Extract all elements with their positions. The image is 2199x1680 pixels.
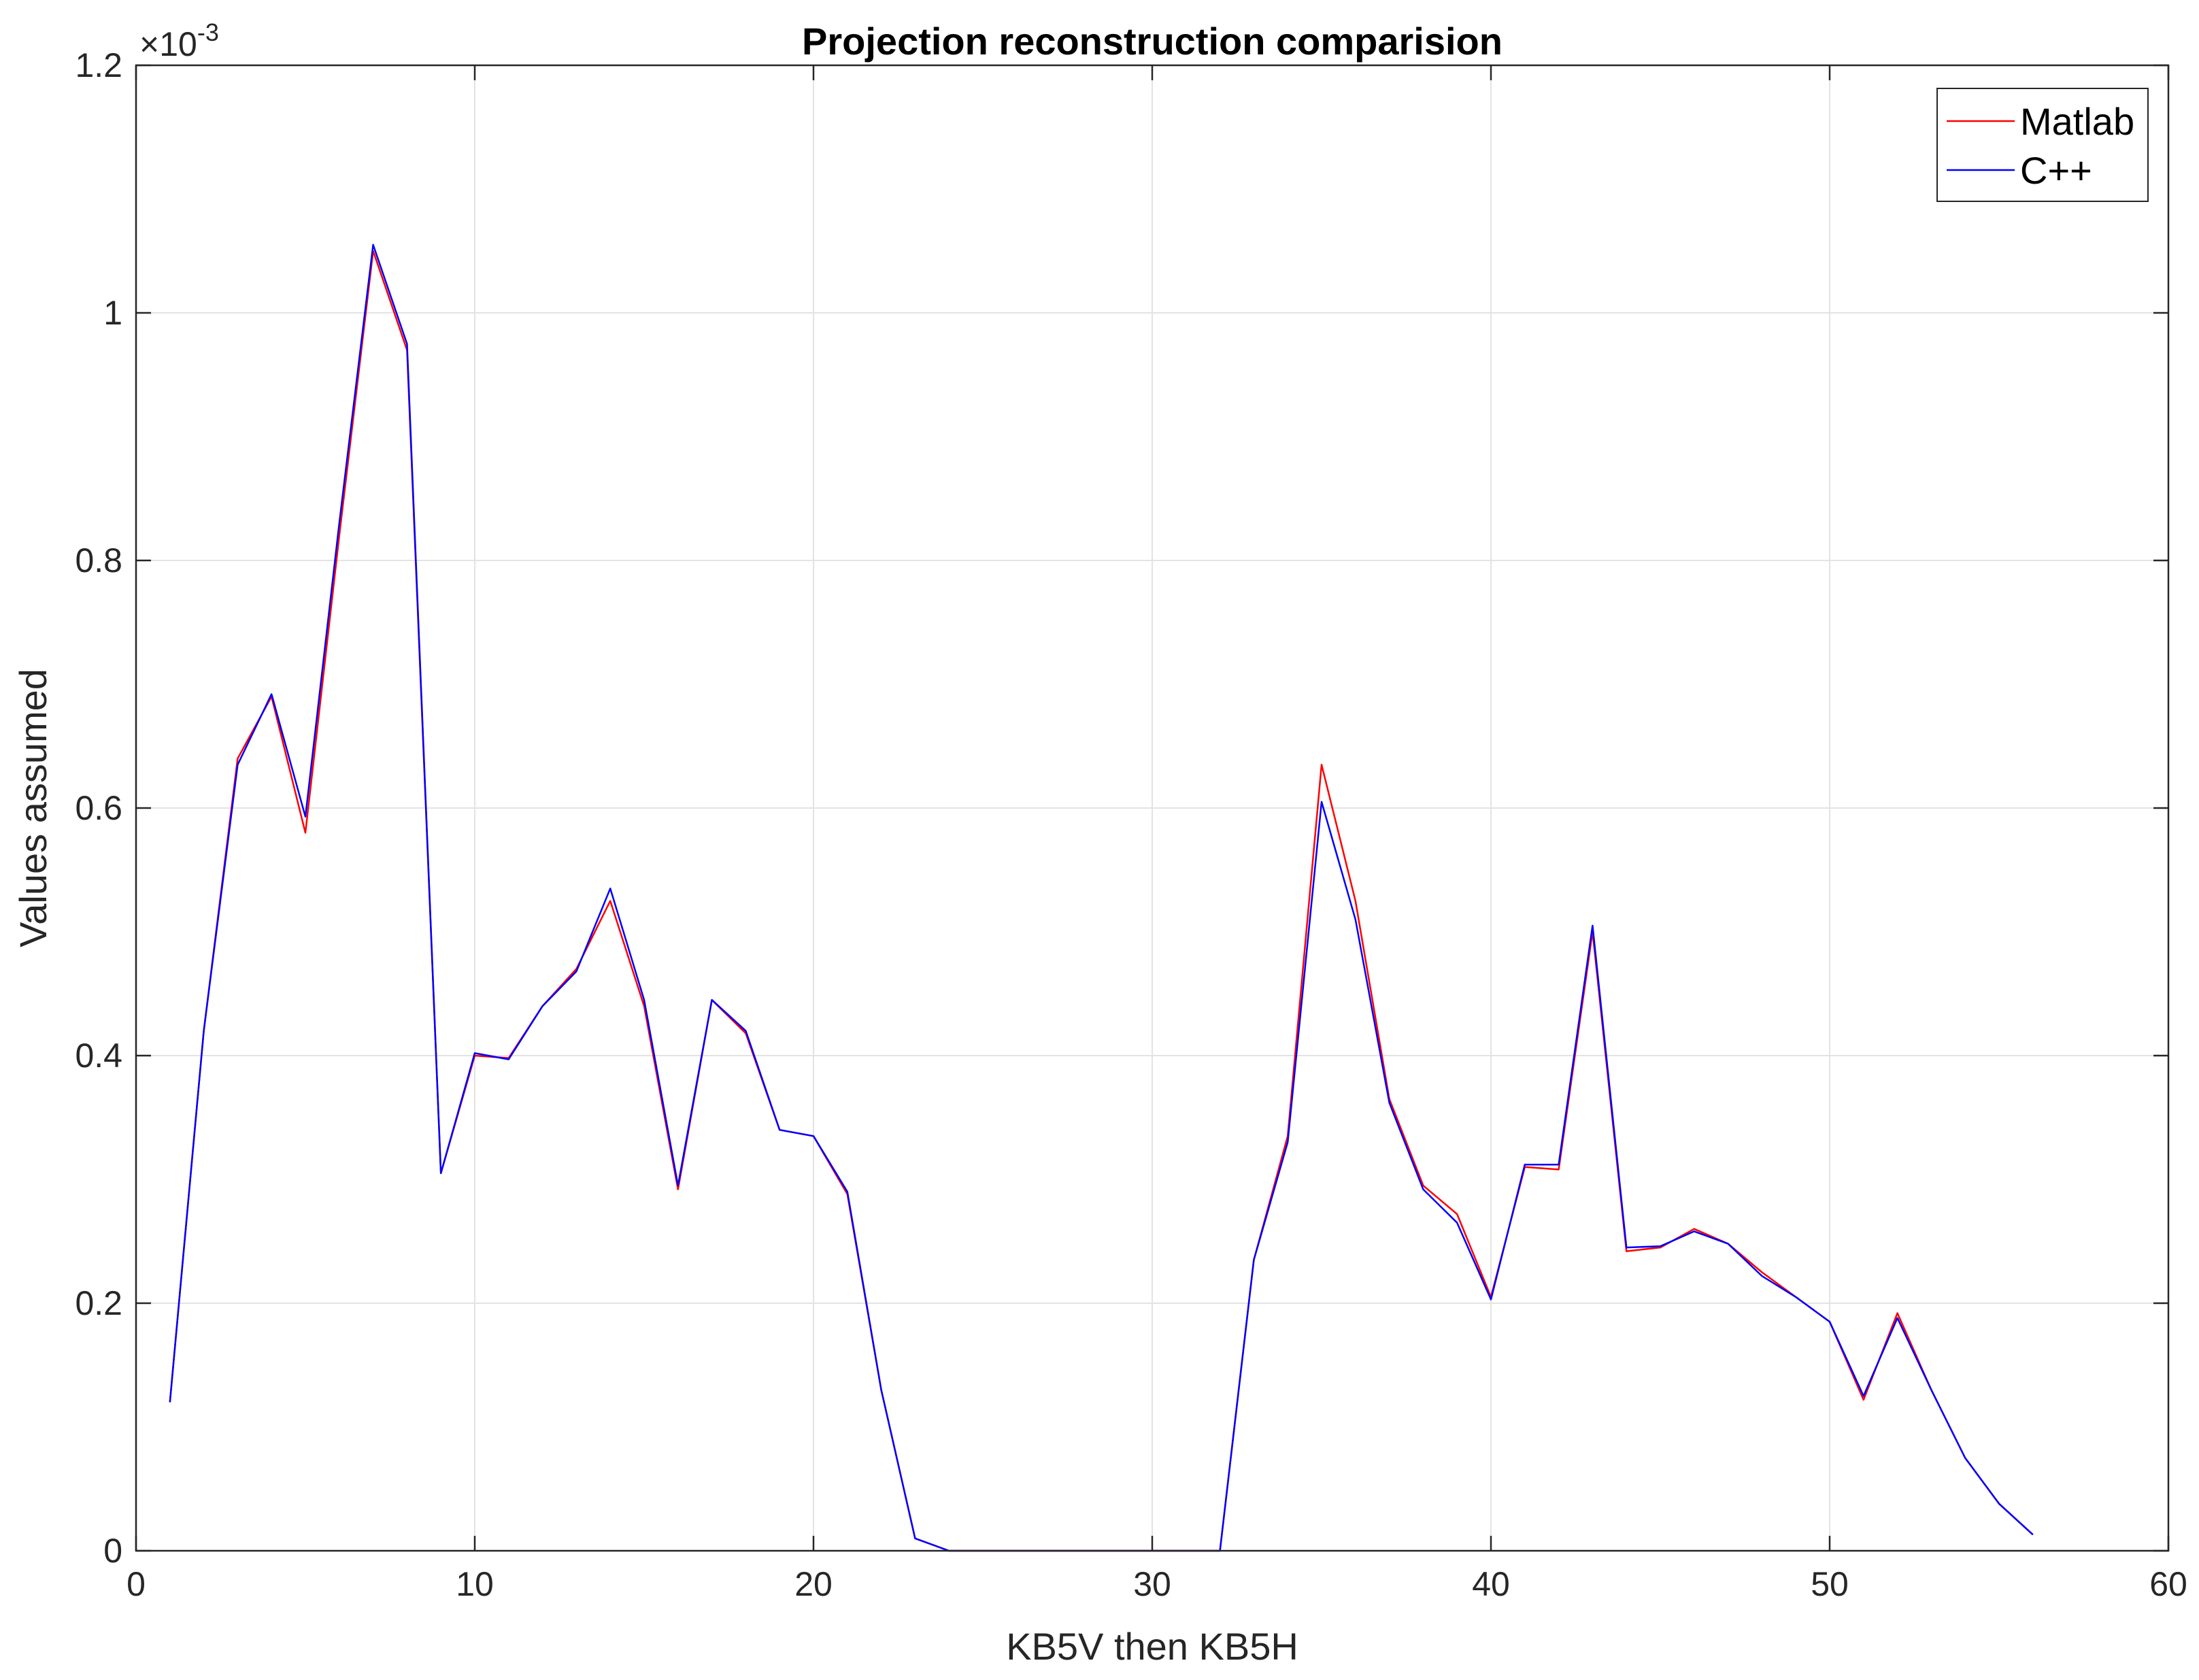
- ticks: [135, 64, 2170, 1552]
- x-tick-label: 20: [794, 1565, 833, 1603]
- legend-label-matlab: Matlab: [2020, 100, 2134, 143]
- x-axis-label: KB5V then KB5H: [1006, 1625, 1298, 1668]
- y-exponent: ×10-3: [139, 18, 219, 63]
- y-tick-label: 1: [103, 294, 122, 332]
- chart-title: Projection reconstruction comparision: [802, 20, 1503, 63]
- legend: Matlab C++: [1936, 88, 2149, 202]
- y-tick-label: 0.6: [75, 789, 122, 827]
- legend-label-cpp: C++: [2020, 149, 2092, 192]
- x-tick-label: 30: [1133, 1565, 1171, 1603]
- x-tick-label: 40: [1472, 1565, 1510, 1603]
- tick-labels: 0 10 20 30 40 50 60 0 0.2 0.4 0.6 0.8 1 1.2: [75, 46, 2187, 1603]
- x-tick-label: 60: [2149, 1565, 2187, 1603]
- y-tick-label: 0.2: [75, 1284, 122, 1322]
- y-tick-label: 1.2: [75, 46, 122, 84]
- grid: [136, 65, 2168, 1551]
- y-tick-label: 0: [103, 1532, 122, 1570]
- x-tick-label: 50: [1811, 1565, 1849, 1603]
- x-tick-label: 10: [456, 1565, 494, 1603]
- y-axis-label: Values assumed: [12, 669, 54, 947]
- x-tick-label: 0: [127, 1565, 146, 1603]
- legend-box: [1936, 88, 2149, 202]
- y-tick-label: 0.4: [75, 1037, 122, 1075]
- y-tick-label: 0.8: [75, 541, 122, 579]
